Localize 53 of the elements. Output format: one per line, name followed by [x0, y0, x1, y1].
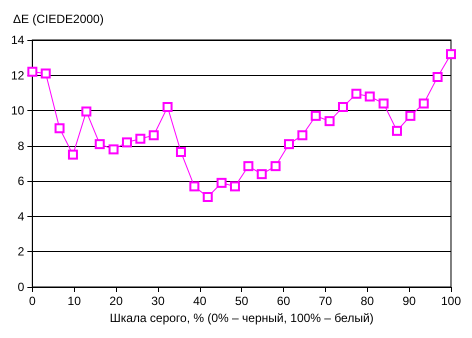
point — [162, 102, 173, 112]
x-tick-label: 50 — [234, 294, 249, 308]
y-tick-label: 4 — [18, 209, 25, 224]
point — [364, 91, 375, 102]
point — [202, 192, 213, 202]
x-tick-label: 80 — [360, 294, 374, 308]
y-tick-label: 2 — [18, 244, 25, 259]
point — [243, 161, 254, 172]
x-tick-label: 0 — [29, 294, 36, 308]
x-axis-title: Шкала серого, % (0% – черный, 100% – белый) — [110, 310, 374, 325]
point — [446, 49, 456, 60]
point — [81, 106, 92, 116]
point — [148, 130, 159, 140]
y-tick-label: 8 — [18, 138, 25, 153]
point — [54, 123, 65, 134]
point — [216, 178, 227, 188]
y-tick-label: 12 — [10, 68, 25, 82]
point — [68, 150, 78, 160]
point — [230, 181, 240, 192]
point — [189, 181, 200, 192]
point — [176, 147, 186, 158]
point — [324, 116, 335, 126]
x-tick-label: 70 — [318, 294, 332, 308]
point — [270, 161, 281, 172]
point — [108, 144, 119, 154]
point — [27, 66, 38, 77]
y-axis-title: ΔE (CIEDE2000) — [13, 12, 104, 26]
point — [338, 102, 348, 112]
x-tick-label: 40 — [193, 294, 207, 308]
y-tick-label: 0 — [18, 280, 25, 294]
x-tick-label: 60 — [276, 294, 291, 308]
point — [310, 110, 321, 121]
x-tick-label: 10 — [68, 294, 82, 308]
point — [405, 110, 416, 121]
point — [135, 134, 146, 144]
point — [418, 98, 429, 109]
x-tick-label: 30 — [151, 294, 165, 308]
point — [122, 137, 132, 148]
point — [351, 88, 362, 99]
x-tick-label: 100 — [440, 294, 462, 308]
point — [40, 68, 51, 79]
point — [392, 126, 402, 136]
point — [256, 169, 267, 180]
point — [297, 130, 308, 140]
y-tick-label: 14 — [10, 33, 25, 47]
point — [378, 98, 389, 109]
point — [432, 72, 443, 82]
point — [284, 139, 294, 150]
y-tick-label: 6 — [18, 174, 25, 188]
x-tick-label: 90 — [402, 294, 416, 308]
y-tick-label: 10 — [10, 104, 25, 118]
x-tick-label: 20 — [109, 294, 124, 308]
point — [94, 139, 105, 150]
